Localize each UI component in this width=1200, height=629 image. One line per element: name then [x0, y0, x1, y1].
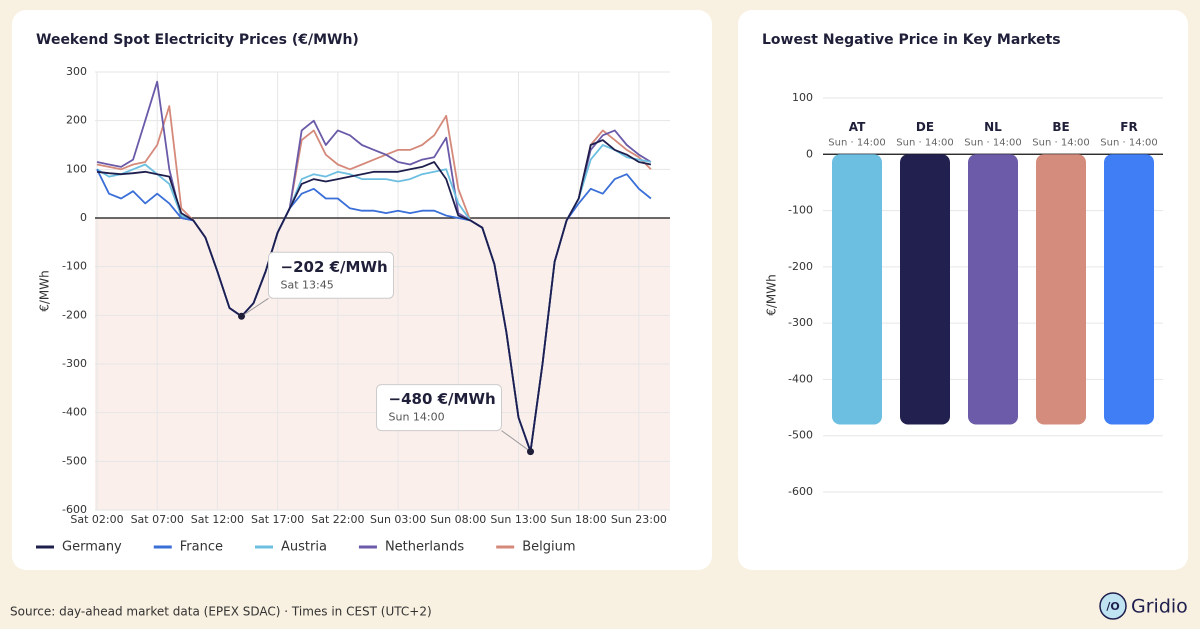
x-tick-label: Sat 07:00	[131, 513, 184, 526]
series-line	[96, 139, 652, 453]
y-axis-label: €/MWh	[38, 270, 52, 312]
category-sublabel: Sun · 14:00	[1100, 137, 1157, 148]
category-label: FR	[1120, 120, 1137, 134]
x-tick-label: Sun 23:00	[611, 513, 667, 526]
annotation-box	[268, 251, 395, 299]
y-tick-label: 0	[80, 211, 87, 224]
category-sublabel: Sun · 14:00	[1032, 137, 1089, 148]
y-tick-label: -600	[788, 485, 813, 498]
annotation-point	[238, 312, 246, 320]
bar	[968, 154, 1018, 425]
y-axis-label: €/MWh	[765, 274, 779, 316]
x-tick-label: Sun 18:00	[551, 513, 607, 526]
annotation-sublabel: Sat 13:45	[281, 278, 334, 291]
x-tick-label: Sat 02:00	[70, 513, 123, 526]
right-card	[738, 10, 1188, 570]
y-tick-label: -100	[788, 204, 813, 217]
y-tick-label: 200	[66, 114, 87, 127]
annotation-leader	[241, 297, 269, 317]
y-tick-label: -400	[788, 372, 813, 385]
category-label: DE	[916, 120, 934, 134]
category-sublabel: Sun · 14:00	[896, 137, 953, 148]
y-tick-label: -200	[62, 308, 87, 321]
annotation-leader	[501, 430, 531, 453]
y-tick-label: -500	[788, 429, 813, 442]
brand-icon-bg	[1099, 592, 1127, 620]
y-tick-label: -300	[788, 316, 813, 329]
x-tick-label: Sat 22:00	[311, 513, 364, 526]
y-tick-label: -200	[788, 260, 813, 273]
bar	[900, 154, 950, 425]
y-tick-label: -600	[62, 503, 87, 516]
x-tick-label: Sun 03:00	[370, 513, 426, 526]
category-sublabel: Sun · 14:00	[828, 137, 885, 148]
category-label: AT	[849, 120, 866, 134]
y-tick-label: -100	[62, 260, 87, 273]
legend-label: Austria	[281, 540, 327, 555]
y-tick-label: -400	[62, 406, 87, 419]
annotation-sublabel: Sun 14:00	[389, 411, 445, 424]
y-tick-label: 300	[66, 65, 87, 78]
category-sublabel: Sun · 14:00	[964, 137, 1021, 148]
legend-label: Netherlands	[385, 540, 464, 555]
legend-label: France	[180, 540, 223, 555]
source: Source: day-ahead market data (EPEX SDAC…	[10, 605, 432, 619]
x-tick-label: Sun 08:00	[430, 513, 486, 526]
x-tick-label: Sat 12:00	[191, 513, 244, 526]
brand: Gridio	[1131, 596, 1188, 618]
category-label: NL	[984, 120, 1002, 134]
legend-label: Belgium	[522, 540, 575, 555]
annotation-label: −480 €/MWh	[389, 390, 496, 408]
bar	[1036, 154, 1086, 425]
y-tick-label: -300	[62, 357, 87, 370]
y-tick-label: 0	[806, 147, 813, 160]
chart-title: Weekend Spot Electricity Prices (€/MWh)	[36, 32, 359, 48]
chart-title: Lowest Negative Price in Key Markets	[762, 32, 1061, 48]
x-tick-label: Sun 13:00	[490, 513, 546, 526]
annotation-label: −202 €/MWh	[281, 258, 388, 276]
y-tick-label: -500	[62, 454, 87, 467]
annotation-box	[376, 384, 503, 432]
x-tick-label: Sat 17:00	[251, 513, 304, 526]
legend-label: Germany	[62, 540, 122, 555]
category-label: BE	[1052, 120, 1069, 134]
bar	[832, 154, 882, 425]
bar	[1104, 154, 1154, 425]
annotation-point	[527, 448, 535, 456]
y-tick-label: 100	[66, 162, 87, 175]
y-tick-label: 100	[792, 91, 813, 104]
brand-icon: /O	[1106, 600, 1119, 613]
